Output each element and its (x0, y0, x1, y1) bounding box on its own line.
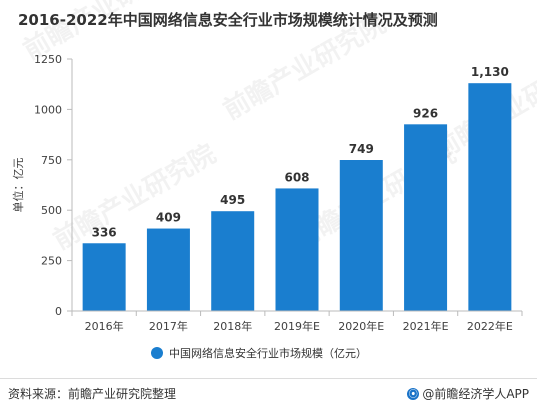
bar (339, 160, 383, 311)
legend-marker (151, 347, 163, 359)
brand-credit: ⦿ @前瞻经济学人APP (407, 385, 529, 402)
brand-credit-label: @前瞻经济学人APP (422, 387, 529, 401)
bar-chart: 前瞻产业研究院前瞻产业研究院前瞻产业研究院前瞻产业研究院前瞻产业研究院 0250… (11, 0, 537, 360)
y-tick-label: 750 (41, 154, 62, 167)
bar (404, 124, 448, 312)
bar (468, 83, 512, 311)
x-tick-label: 2018年 (213, 319, 252, 333)
bar-value-label: 608 (284, 170, 309, 184)
bar-value-label: 749 (349, 142, 374, 156)
bar-value-label: 926 (413, 106, 438, 120)
y-tick-label: 500 (41, 204, 62, 217)
bar-value-label: 1,130 (471, 65, 509, 79)
bar-value-label: 409 (156, 211, 181, 225)
watermark-text: 前瞻产业研究院 (48, 138, 221, 256)
y-axis: 0 250 500 750 1000 1250 单位：亿元 (11, 53, 73, 318)
source-note: 资料来源：前瞻产业研究院整理 (8, 387, 177, 401)
chart-title: 2016-2022年中国网络信息安全行业市场规模统计情况及预测 (18, 11, 438, 29)
y-tick-label: 1000 (34, 103, 62, 116)
y-tick-label: 1250 (34, 53, 62, 66)
x-tick-label: 2022年E (467, 319, 513, 333)
legend: 中国网络信息安全行业市场规模（亿元） (151, 346, 367, 360)
bar-value-label: 495 (220, 193, 245, 207)
x-tick-label: 2016年 (85, 319, 124, 333)
x-axis: 2016年 2017年 2018年 2019年E 2020年E 2021年E 2022年E (71, 310, 523, 333)
watermark-text: 前瞻产业研究院 (218, 8, 391, 126)
bar (146, 228, 190, 311)
bar (82, 243, 126, 311)
bar-value-label: 336 (92, 225, 117, 239)
bar (275, 188, 319, 311)
legend-label: 中国网络信息安全行业市场规模（亿元） (169, 346, 367, 360)
y-tick-label: 0 (55, 305, 62, 318)
x-tick-label: 2017年 (149, 319, 188, 333)
bars: 336 409 495 608 749 926 1,130 (82, 65, 512, 312)
y-axis-label: 单位：亿元 (11, 158, 25, 213)
x-tick-label: 2019年E (274, 319, 320, 333)
y-tick-label: 250 (41, 255, 62, 268)
brand-logo-icon: ⦿ (407, 387, 420, 400)
x-tick-label: 2020年E (338, 319, 384, 333)
x-tick-label: 2021年E (403, 319, 449, 333)
footer: 资料来源：前瞻产业研究院整理 ⦿ @前瞻经济学人APP (0, 378, 537, 412)
bar (211, 211, 255, 311)
